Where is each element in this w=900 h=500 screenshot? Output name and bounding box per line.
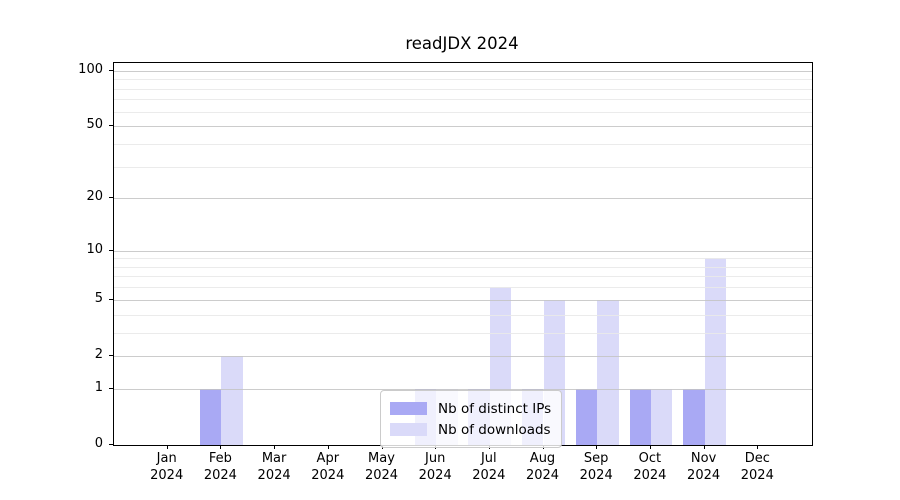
bar-downloads — [597, 299, 619, 445]
y-tick-label: 2 — [94, 346, 103, 362]
x-tick-label: Oct 2024 — [633, 451, 667, 483]
x-tick-mark — [596, 445, 598, 449]
x-tick-label: Mar 2024 — [257, 451, 291, 483]
bar-downloads — [704, 258, 726, 445]
x-tick-label: Jun 2024 — [418, 451, 452, 483]
x-tick-mark — [703, 445, 705, 449]
y-tick-label: 20 — [86, 189, 103, 205]
legend: Nb of distinct IPs Nb of downloads — [380, 390, 563, 448]
plot-area: Nb of distinct IPs Nb of downloads — [113, 62, 813, 448]
x-tick-label: May 2024 — [364, 451, 399, 483]
gridline-major — [114, 250, 812, 252]
bar-distinct-ips — [683, 388, 705, 445]
y-tick-mark — [109, 197, 113, 199]
bar-downloads — [221, 355, 243, 445]
x-tick-label: Feb 2024 — [203, 451, 237, 483]
gridline-minor — [114, 143, 812, 145]
y-tick-mark — [109, 125, 113, 127]
x-tick-label: Jul 2024 — [472, 451, 506, 483]
gridline-minor — [114, 88, 812, 90]
gridline-minor — [114, 111, 812, 113]
x-tick-label: Aug 2024 — [525, 451, 560, 483]
gridline-minor — [114, 258, 812, 260]
x-tick-label: Apr 2024 — [311, 451, 345, 483]
gridline-minor — [114, 99, 812, 101]
y-tick-mark — [109, 69, 113, 71]
gridline-minor — [114, 287, 812, 289]
gridline-minor — [114, 276, 812, 278]
legend-label: Nb of distinct IPs — [438, 400, 552, 417]
x-tick-mark — [327, 445, 329, 449]
legend-swatch-distinct-ips — [390, 402, 427, 415]
legend-item: Nb of downloads — [390, 420, 551, 439]
gridline-minor — [114, 266, 812, 268]
y-tick-label: 1 — [94, 379, 103, 395]
bar-distinct-ips — [200, 388, 222, 445]
gridline-minor — [114, 314, 812, 316]
bar-distinct-ips — [575, 388, 598, 445]
legend-item: Nb of distinct IPs — [390, 399, 551, 418]
gridline-minor — [114, 166, 812, 168]
y-tick-label: 10 — [86, 241, 103, 257]
x-tick-mark — [649, 445, 651, 449]
x-tick-label: Sep 2024 — [579, 451, 613, 483]
x-tick-mark — [220, 445, 222, 449]
x-tick-label: Jan 2024 — [150, 451, 184, 483]
x-tick-mark — [757, 445, 759, 449]
gridline-minor — [114, 332, 812, 334]
gridline-major — [114, 299, 812, 301]
y-tick-mark — [109, 249, 113, 251]
bar-downloads — [650, 388, 673, 445]
gridline-major — [114, 355, 812, 357]
gridline-minor — [114, 79, 812, 81]
x-tick-mark — [166, 445, 168, 449]
bar-distinct-ips — [629, 388, 651, 445]
y-tick-mark — [109, 354, 113, 356]
y-tick-label: 100 — [78, 61, 103, 77]
y-tick-label: 5 — [94, 290, 103, 306]
y-tick-label: 50 — [86, 117, 103, 133]
legend-swatch-downloads — [390, 423, 427, 436]
x-tick-label: Dec 2024 — [740, 451, 774, 483]
gridline-major — [114, 70, 812, 72]
gridline-major — [114, 198, 812, 200]
y-tick-mark — [109, 298, 113, 300]
legend-label: Nb of downloads — [438, 421, 551, 438]
y-tick-mark — [109, 444, 113, 445]
chart-title: readJDX 2024 — [405, 34, 519, 53]
gridline-major — [114, 126, 812, 128]
x-tick-mark — [274, 445, 276, 449]
x-tick-label: Nov 2024 — [687, 451, 721, 483]
y-tick-mark — [109, 387, 113, 389]
gridline-major — [114, 388, 812, 390]
y-tick-label: 0 — [94, 436, 103, 451]
